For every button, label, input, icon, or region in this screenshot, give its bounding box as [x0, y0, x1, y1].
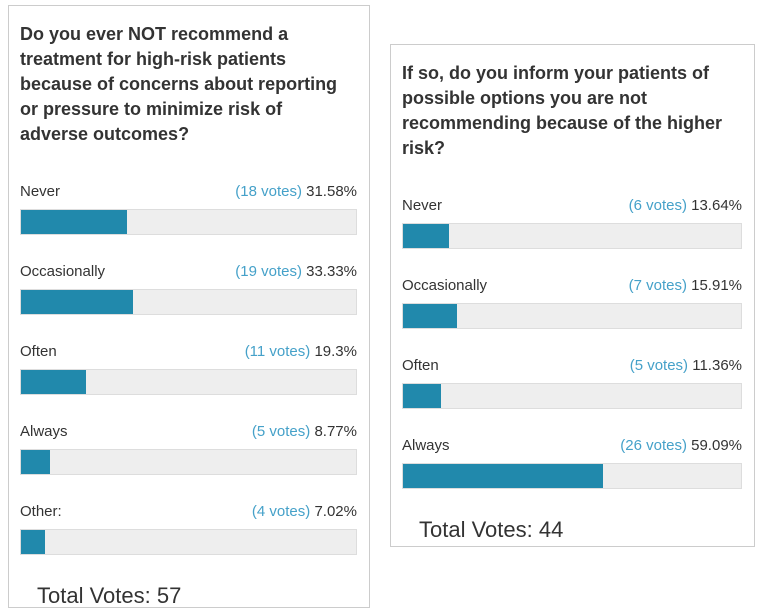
option-result: (26 votes) 59.09% — [620, 437, 742, 454]
option-percent: 11.36% — [692, 357, 742, 374]
poll-panel-right: If so, do you inform your patients of po… — [390, 44, 755, 547]
poll-option-row: Never (18 votes) 31.58% — [20, 183, 357, 235]
option-votes-count: (6 votes) — [628, 197, 687, 214]
option-label-row: Always (5 votes) 8.77% — [20, 423, 357, 443]
option-votes-count: (5 votes) — [251, 423, 311, 440]
poll-option-row: Occasionally (19 votes) 33.33% — [20, 263, 357, 315]
option-label: Never — [402, 197, 443, 214]
poll-question: If so, do you inform your patients of po… — [402, 63, 723, 158]
option-percent: 59.09% — [691, 437, 742, 454]
option-label: Always — [402, 437, 450, 454]
option-label: Never — [20, 183, 61, 200]
result-bar-track — [20, 289, 357, 315]
option-percent: 15.91% — [691, 277, 742, 294]
option-percent: 19.3% — [314, 343, 357, 360]
poll-option-row: Occasionally (7 votes) 15.91% — [402, 277, 742, 329]
option-label: Occasionally — [402, 277, 488, 294]
option-label: Occasionally — [20, 263, 106, 280]
total-votes: Total Votes: 57 — [37, 583, 182, 608]
result-bar-track — [20, 449, 357, 475]
result-bar-fill — [403, 304, 457, 328]
option-result: (19 votes) 33.33% — [235, 263, 357, 280]
option-label-row: Always (26 votes) 59.09% — [402, 437, 742, 457]
option-label-row: Never (18 votes) 31.58% — [20, 183, 357, 203]
option-label-row: Often (5 votes) 11.36% — [402, 357, 742, 377]
poll-option-row: Never (6 votes) 13.64% — [402, 197, 742, 249]
option-votes-count: (7 votes) — [628, 277, 687, 294]
poll-option-row: Always (5 votes) 8.77% — [20, 423, 357, 475]
poll-option-row: Often (11 votes) 19.3% — [20, 343, 357, 395]
option-votes-count: (5 votes) — [629, 357, 689, 374]
poll-option-row: Often (5 votes) 11.36% — [402, 357, 742, 409]
result-bar-fill — [21, 370, 86, 394]
result-bar-track — [20, 209, 357, 235]
option-result: (11 votes) 19.3% — [245, 343, 357, 360]
option-percent: 7.02% — [314, 503, 357, 520]
result-bar-fill — [21, 530, 45, 554]
poll-option-row: Other: (4 votes) 7.02% — [20, 503, 357, 555]
option-label: Often — [402, 357, 439, 374]
poll-panel-left: Do you ever NOT recommend a treatment fo… — [8, 5, 370, 608]
result-bar-track — [402, 463, 742, 489]
total-votes: Total Votes: 44 — [419, 517, 564, 542]
option-result: (7 votes) 15.91% — [629, 277, 742, 294]
option-result: (5 votes) 11.36% — [630, 357, 742, 374]
result-bar-track — [402, 223, 742, 249]
option-result: (5 votes) 8.77% — [252, 423, 357, 440]
option-label: Often — [20, 343, 57, 360]
option-votes-count: (18 votes) — [235, 183, 302, 200]
option-result: (4 votes) 7.02% — [252, 503, 357, 520]
option-result: (18 votes) 31.58% — [235, 183, 357, 200]
option-votes-count: (19 votes) — [235, 263, 302, 280]
result-bar-fill — [21, 290, 133, 314]
poll-option-row: Always (26 votes) 59.09% — [402, 437, 742, 489]
option-result: (6 votes) 13.64% — [629, 197, 742, 214]
option-label-row: Occasionally (19 votes) 33.33% — [20, 263, 357, 283]
result-bar-fill — [403, 464, 603, 488]
option-votes-count: (4 votes) — [251, 503, 311, 520]
option-label-row: Never (6 votes) 13.64% — [402, 197, 742, 217]
option-label: Other: — [20, 503, 62, 520]
result-bar-track — [20, 529, 357, 555]
option-votes-count: (26 votes) — [620, 437, 687, 454]
poll-question: Do you ever NOT recommend a treatment fo… — [20, 24, 338, 144]
option-percent: 33.33% — [306, 263, 357, 280]
result-bar-track — [402, 383, 742, 409]
option-percent: 31.58% — [306, 183, 357, 200]
result-bar-fill — [21, 450, 51, 474]
result-bar-track — [20, 369, 357, 395]
option-label: Always — [20, 423, 68, 440]
result-bar-track — [402, 303, 742, 329]
option-percent: 8.77% — [314, 423, 357, 440]
option-votes-count: (11 votes) — [244, 343, 311, 360]
option-percent: 13.64% — [691, 197, 742, 214]
option-label-row: Often (11 votes) 19.3% — [20, 343, 357, 363]
result-bar-fill — [403, 224, 450, 248]
result-bar-fill — [21, 210, 127, 234]
option-label-row: Other: (4 votes) 7.02% — [20, 503, 357, 523]
result-bar-fill — [403, 384, 442, 408]
option-label-row: Occasionally (7 votes) 15.91% — [402, 277, 742, 297]
